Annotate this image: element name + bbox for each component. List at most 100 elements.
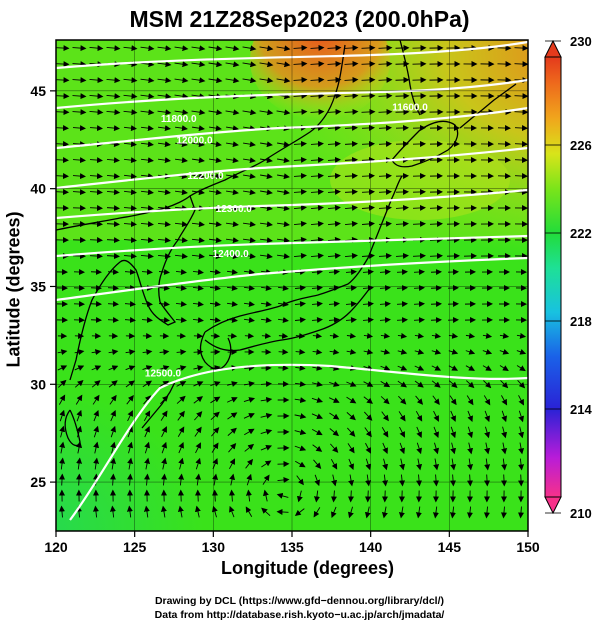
x-tick-label: 130 bbox=[202, 539, 226, 555]
wind-arrow bbox=[378, 60, 393, 67]
wind-arrow bbox=[192, 269, 204, 275]
wind-arrow bbox=[327, 236, 341, 243]
wind-arrow bbox=[161, 457, 168, 470]
wind-arrow bbox=[56, 173, 69, 180]
wind-arrow bbox=[174, 141, 188, 148]
wind-arrow bbox=[244, 443, 255, 452]
wind-arrow bbox=[361, 156, 375, 163]
wind-arrow bbox=[276, 205, 290, 212]
wind-arrow bbox=[90, 317, 102, 323]
wind-arrow bbox=[276, 45, 291, 52]
wind-arrow bbox=[395, 220, 409, 227]
wind-arrow bbox=[399, 442, 405, 455]
wind-arrow bbox=[295, 364, 306, 371]
wind-arrow bbox=[225, 109, 240, 116]
wind-arrow bbox=[310, 76, 325, 83]
wind-arrow bbox=[243, 413, 255, 419]
wind-arrow bbox=[123, 189, 137, 196]
wind-arrow bbox=[311, 285, 323, 291]
wind-arrow bbox=[276, 77, 291, 84]
wind-arrow bbox=[259, 205, 273, 212]
wind-arrow bbox=[161, 441, 167, 454]
wind-arrow bbox=[225, 61, 240, 68]
wind-arrow bbox=[72, 189, 86, 196]
x-tick-label: 125 bbox=[123, 539, 147, 555]
wind-arrow bbox=[208, 237, 222, 244]
wind-arrow bbox=[482, 332, 493, 339]
wind-arrow bbox=[194, 426, 202, 437]
wind-arrow bbox=[227, 412, 238, 420]
wind-arrow bbox=[294, 285, 306, 291]
wind-arrow bbox=[346, 412, 356, 421]
wind-arrow bbox=[329, 332, 340, 339]
wind-arrow bbox=[260, 189, 273, 196]
wind-arrow bbox=[395, 252, 409, 259]
wind-arrow bbox=[192, 285, 204, 291]
wind-arrow bbox=[93, 441, 100, 454]
wind-arrow bbox=[433, 458, 440, 471]
wind-arrow bbox=[415, 506, 422, 519]
wind-arrow bbox=[312, 332, 323, 339]
wind-arrow bbox=[90, 285, 102, 291]
wind-arrow bbox=[311, 269, 323, 275]
wind-arrow bbox=[194, 505, 201, 518]
wind-arrow bbox=[432, 506, 439, 519]
wind-arrow bbox=[483, 506, 490, 519]
wind-arrow bbox=[229, 458, 236, 470]
wind-arrow bbox=[362, 269, 374, 275]
wind-arrow bbox=[123, 141, 137, 148]
wind-arrow bbox=[499, 348, 510, 355]
wind-arrow bbox=[59, 425, 66, 438]
wind-arrow bbox=[346, 427, 356, 437]
wind-arrow bbox=[396, 285, 408, 291]
wind-arrow bbox=[361, 108, 376, 115]
wind-arrow bbox=[89, 189, 103, 196]
wind-arrow bbox=[378, 188, 392, 195]
wind-arrow bbox=[361, 124, 375, 131]
wind-arrow bbox=[195, 442, 201, 454]
wind-arrow bbox=[140, 173, 154, 180]
wind-arrow bbox=[344, 76, 359, 83]
wind-arrow bbox=[123, 253, 137, 260]
wind-arrow bbox=[310, 156, 324, 163]
wind-arrow bbox=[431, 365, 442, 371]
wind-arrow bbox=[125, 349, 136, 356]
wind-arrow bbox=[260, 141, 273, 148]
wind-arrow bbox=[294, 508, 305, 517]
wind-arrow bbox=[294, 413, 307, 420]
x-axis-label: Longitude (degrees) bbox=[220, 558, 394, 578]
wind-arrow bbox=[90, 301, 102, 307]
wind-arrow bbox=[106, 189, 120, 196]
wind-arrow bbox=[433, 426, 439, 439]
wind-arrow bbox=[210, 332, 221, 339]
wind-arrow bbox=[380, 348, 391, 355]
wind-arrow bbox=[416, 458, 423, 471]
wind-arrow bbox=[259, 237, 273, 244]
wind-arrow bbox=[416, 474, 423, 487]
wind-arrow bbox=[465, 348, 476, 355]
wind-arrow bbox=[143, 395, 152, 405]
wind-arrow bbox=[59, 473, 66, 486]
wind-arrow bbox=[294, 445, 307, 451]
wind-arrow bbox=[327, 188, 341, 195]
wind-arrow bbox=[140, 157, 154, 164]
wind-arrow bbox=[89, 157, 103, 164]
wind-arrow bbox=[89, 221, 103, 228]
wind-arrow bbox=[123, 173, 137, 180]
wind-arrow bbox=[293, 188, 307, 195]
wind-arrow bbox=[123, 237, 137, 244]
wind-arrow bbox=[124, 301, 136, 307]
wind-arrow bbox=[106, 173, 120, 180]
wind-arrow bbox=[243, 301, 255, 307]
wind-arrow bbox=[395, 76, 410, 83]
wind-arrow bbox=[484, 474, 491, 487]
wind-arrow bbox=[243, 157, 256, 164]
wind-arrow bbox=[242, 237, 256, 244]
wind-arrow bbox=[72, 61, 87, 68]
wind-arrow bbox=[448, 332, 459, 339]
wind-arrow bbox=[414, 365, 425, 371]
wind-arrow bbox=[141, 317, 153, 323]
wind-arrow bbox=[278, 348, 289, 355]
wind-arrow bbox=[361, 172, 375, 179]
wind-arrow bbox=[364, 427, 372, 438]
